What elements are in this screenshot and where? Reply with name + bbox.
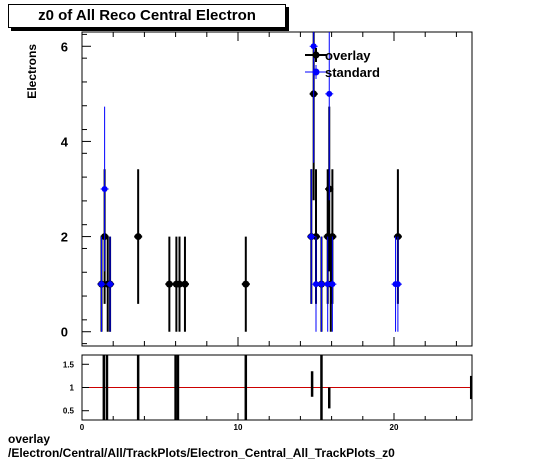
marker [176, 280, 183, 288]
data-point-overlay [180, 236, 189, 332]
title-box: z0 of All Reco Central Electron [8, 4, 286, 28]
ratio-y-tick-label: 0.5 [63, 407, 75, 416]
footer-line-2: /Electron/Central/All/TrackPlots/Electro… [8, 446, 395, 460]
standard-series [97, 32, 402, 332]
x-tick-label: 20 [390, 423, 399, 432]
y-axis-label: Electrons [25, 44, 39, 99]
marker [318, 281, 325, 288]
ratio-plot-frame [81, 354, 473, 421]
main-plot-border [81, 31, 473, 347]
data-point-standard [307, 169, 316, 304]
data-point-overlay [241, 236, 250, 332]
marker [313, 281, 319, 288]
marker [165, 280, 173, 288]
data-point-standard [106, 236, 115, 332]
ratio-bars [102, 355, 473, 420]
legend-label-standard: standard [325, 65, 380, 80]
marker [181, 280, 189, 288]
main-axis-ticks: 0 2 4 6 [61, 32, 457, 346]
data-point-overlay [134, 169, 143, 304]
x-tick-label: 10 [234, 423, 243, 432]
marker [394, 281, 401, 288]
data-point-standard [312, 236, 320, 332]
marker [329, 281, 336, 288]
main-plot-frame [81, 31, 473, 347]
ratio-y-tick-label: 1.5 [63, 360, 75, 369]
marker [326, 90, 333, 97]
marker [134, 233, 142, 241]
data-point-overlay [165, 236, 174, 332]
ratio-y-tick-label: 1 [70, 384, 75, 393]
legend: overlay standard [305, 48, 380, 80]
data-point-standard [325, 32, 334, 201]
marker [308, 233, 315, 240]
marker [324, 281, 331, 288]
y-tick-label: 4 [61, 134, 69, 149]
data-point-standard [328, 236, 337, 332]
legend-label-overlay: overlay [325, 48, 371, 63]
legend-marker-overlay [305, 48, 327, 62]
data-point-standard [393, 236, 402, 332]
marker [101, 186, 108, 192]
footer-line-1: overlay [8, 432, 51, 446]
data-point-standard [97, 236, 106, 332]
y-tick-label: 0 [61, 325, 68, 340]
marker [242, 280, 250, 288]
ratio-axis-ticks: 0.5 1 1.5 0 10 20 [63, 360, 457, 432]
y-tick-label: 2 [61, 230, 68, 245]
marker [310, 43, 317, 50]
chart-title: z0 of All Reco Central Electron [38, 7, 256, 24]
marker [98, 281, 105, 288]
y-tick-label: 6 [61, 39, 68, 54]
data-point-standard [100, 106, 109, 272]
legend-marker-standard [305, 65, 327, 79]
x-tick-label: 0 [80, 423, 85, 432]
marker [107, 281, 114, 288]
data-point-standard [317, 236, 326, 332]
